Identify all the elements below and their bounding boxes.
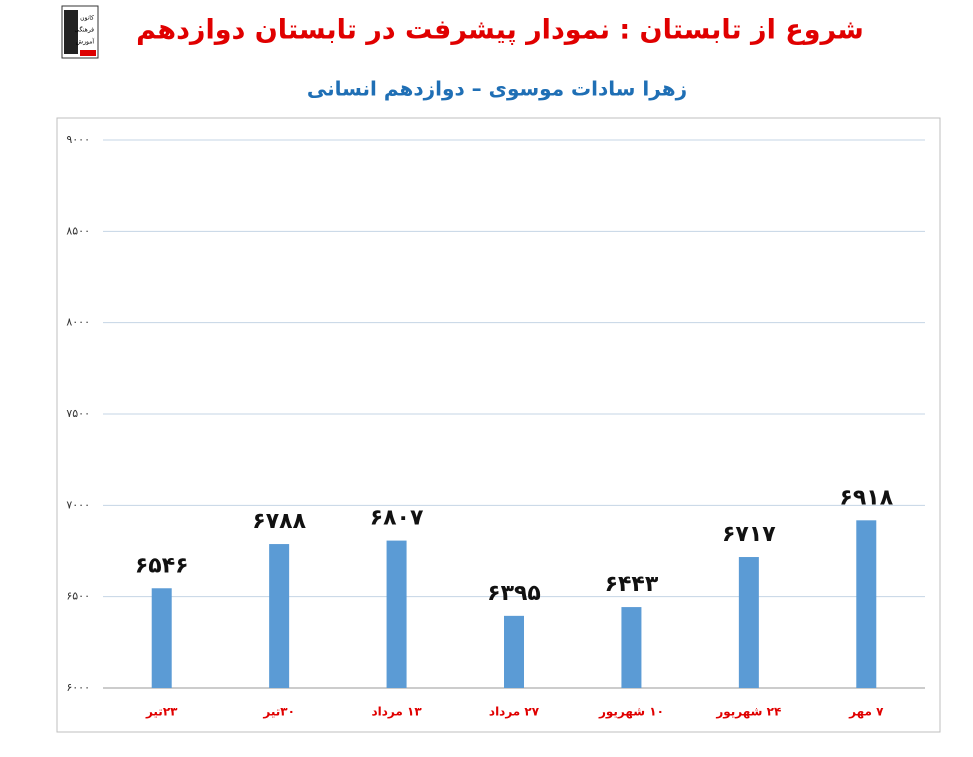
x-tick-label: ۳۰تیر (262, 705, 295, 719)
data-label: ۶۸۰۷ (370, 506, 424, 531)
x-tick-label: ۱۰ شهریور (598, 705, 664, 720)
bar (151, 588, 172, 688)
y-tick-label: ۷۰۰۰ (66, 498, 90, 511)
x-tick-label: ۷ مهر (848, 705, 884, 719)
logo-text: فرهنگی (75, 26, 95, 34)
x-tick-label: ۲۴ شهریور (715, 705, 781, 720)
data-label: ۶۷۸۸ (252, 509, 306, 534)
bar (504, 615, 524, 688)
logo-figure (64, 10, 78, 54)
logo-band (80, 50, 96, 56)
data-label: ۶۹۱۸ (839, 485, 893, 510)
y-tick-label: ۸۵۰۰ (66, 224, 90, 237)
data-label: ۶۳۹۵ (487, 581, 541, 606)
bar (856, 520, 877, 688)
chart-subtitle: زهرا سادات موسوی – دوازدهم انسانی (307, 77, 687, 101)
bar (738, 557, 759, 688)
x-tick-label: ۲۳تیر (145, 705, 178, 719)
y-tick-label: ۶۵۰۰ (66, 590, 90, 603)
chart-frame (56, 117, 941, 733)
chart-title: شروع از تابستان : نمودار پیشرفت در تابست… (136, 15, 864, 46)
bar (386, 540, 407, 688)
data-label: ۶۵۴۶ (135, 553, 189, 578)
bar (621, 607, 642, 688)
data-label: ۶۴۴۳ (605, 572, 659, 597)
x-tick-label: ۲۷ مرداد (489, 705, 540, 719)
x-tick-label: ۱۳ مرداد (371, 705, 422, 719)
y-tick-label: ۷۵۰۰ (66, 407, 90, 420)
logo-text: آموزش (76, 37, 95, 46)
y-tick-label: ۹۰۰۰ (66, 133, 90, 146)
y-tick-label: ۶۰۰۰ (66, 681, 90, 694)
logo-text: کانون (80, 15, 94, 22)
y-tick-label: ۸۰۰۰ (66, 316, 90, 329)
data-label: ۶۷۱۷ (722, 522, 776, 547)
bar (269, 544, 290, 688)
